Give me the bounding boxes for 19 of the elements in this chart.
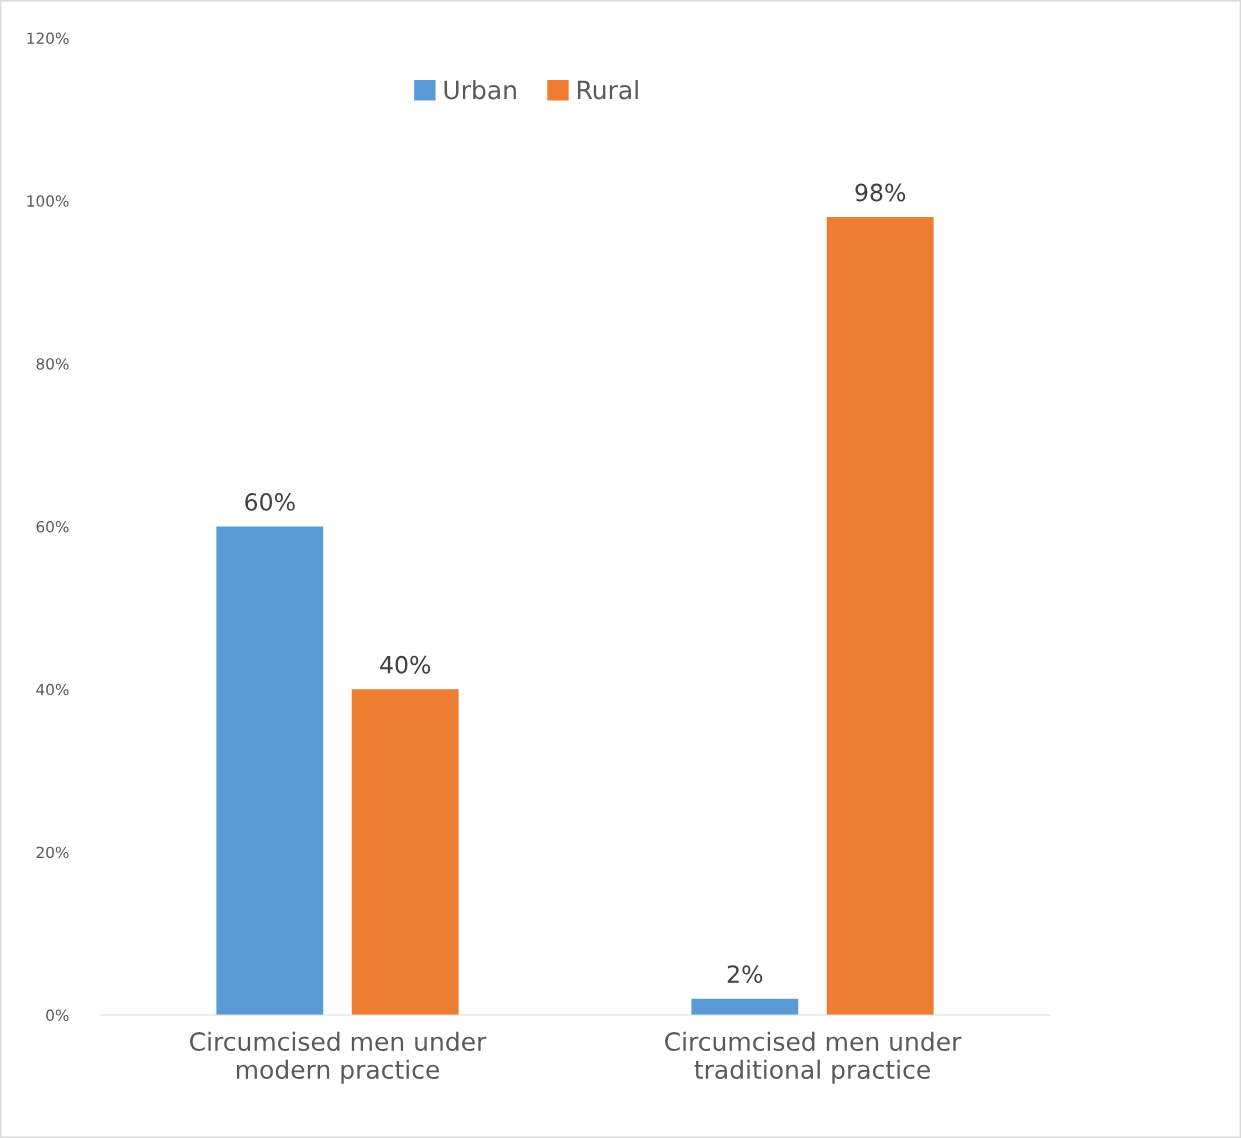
y-tick-label: 80% (36, 358, 69, 370)
data-label: 2% (727, 965, 763, 984)
y-tick-label: 20% (36, 846, 69, 859)
bar (216, 526, 324, 1015)
y-tick-label: 120% (27, 32, 69, 45)
y-tick-label: 100% (27, 195, 69, 207)
data-label: 60% (245, 492, 295, 511)
data-label: 40% (380, 655, 431, 674)
y-tick-label: 0% (46, 1009, 69, 1022)
bar (691, 998, 799, 1015)
legend-label: Rural (577, 80, 638, 100)
bar (826, 217, 934, 1015)
y-tick-label: 60% (36, 520, 69, 533)
data-label: 98% (855, 183, 906, 202)
x-tick-label: Circumcised men under traditional practice (665, 1031, 962, 1084)
legend-label: Urban (444, 80, 516, 100)
y-tick-label: 40% (36, 683, 69, 696)
bar (351, 689, 459, 1015)
x-tick-label: Circumcised men under modern practice (190, 1031, 487, 1084)
